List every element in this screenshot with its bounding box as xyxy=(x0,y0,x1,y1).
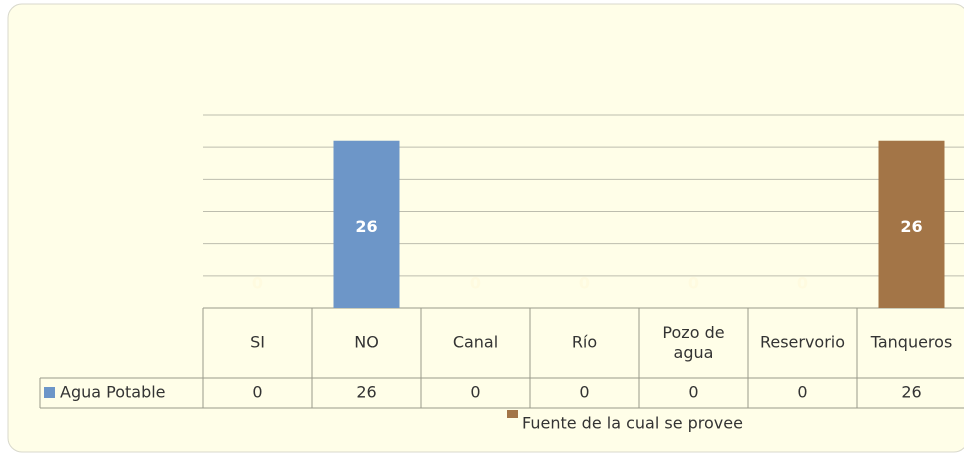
data-label: 0 xyxy=(579,274,590,293)
x-tick-label: Reservorio xyxy=(760,333,845,352)
table-value: 0 xyxy=(470,383,480,402)
legend-label: Agua Potable xyxy=(60,383,166,402)
legend-swatch xyxy=(44,387,55,398)
bar xyxy=(333,140,400,308)
chart-background xyxy=(7,3,964,453)
table-value: 0 xyxy=(579,383,589,402)
table-value: 0 xyxy=(797,383,807,402)
data-label: 0 xyxy=(470,274,481,293)
legend-swatch xyxy=(507,410,518,418)
legend-label: Fuente de la cual se provee xyxy=(522,414,743,433)
data-label: 26 xyxy=(900,217,922,236)
x-tick-label: SI xyxy=(250,333,265,352)
table-value: 26 xyxy=(901,383,921,402)
data-label: 0 xyxy=(252,274,263,293)
x-tick-label: Pozo de agua xyxy=(662,323,724,362)
data-label: 0 xyxy=(688,274,699,293)
x-tick-label: Río xyxy=(572,333,597,352)
data-label: 0 xyxy=(797,274,808,293)
table-value: 0 xyxy=(252,383,262,402)
x-tick-label: Tanqueros xyxy=(870,333,953,352)
bar xyxy=(878,140,945,308)
table-value: 0 xyxy=(688,383,698,402)
x-tick-label: NO xyxy=(354,333,379,352)
data-label: 26 xyxy=(355,217,377,236)
table-value: 26 xyxy=(356,383,376,402)
x-tick-label: Canal xyxy=(453,333,498,352)
